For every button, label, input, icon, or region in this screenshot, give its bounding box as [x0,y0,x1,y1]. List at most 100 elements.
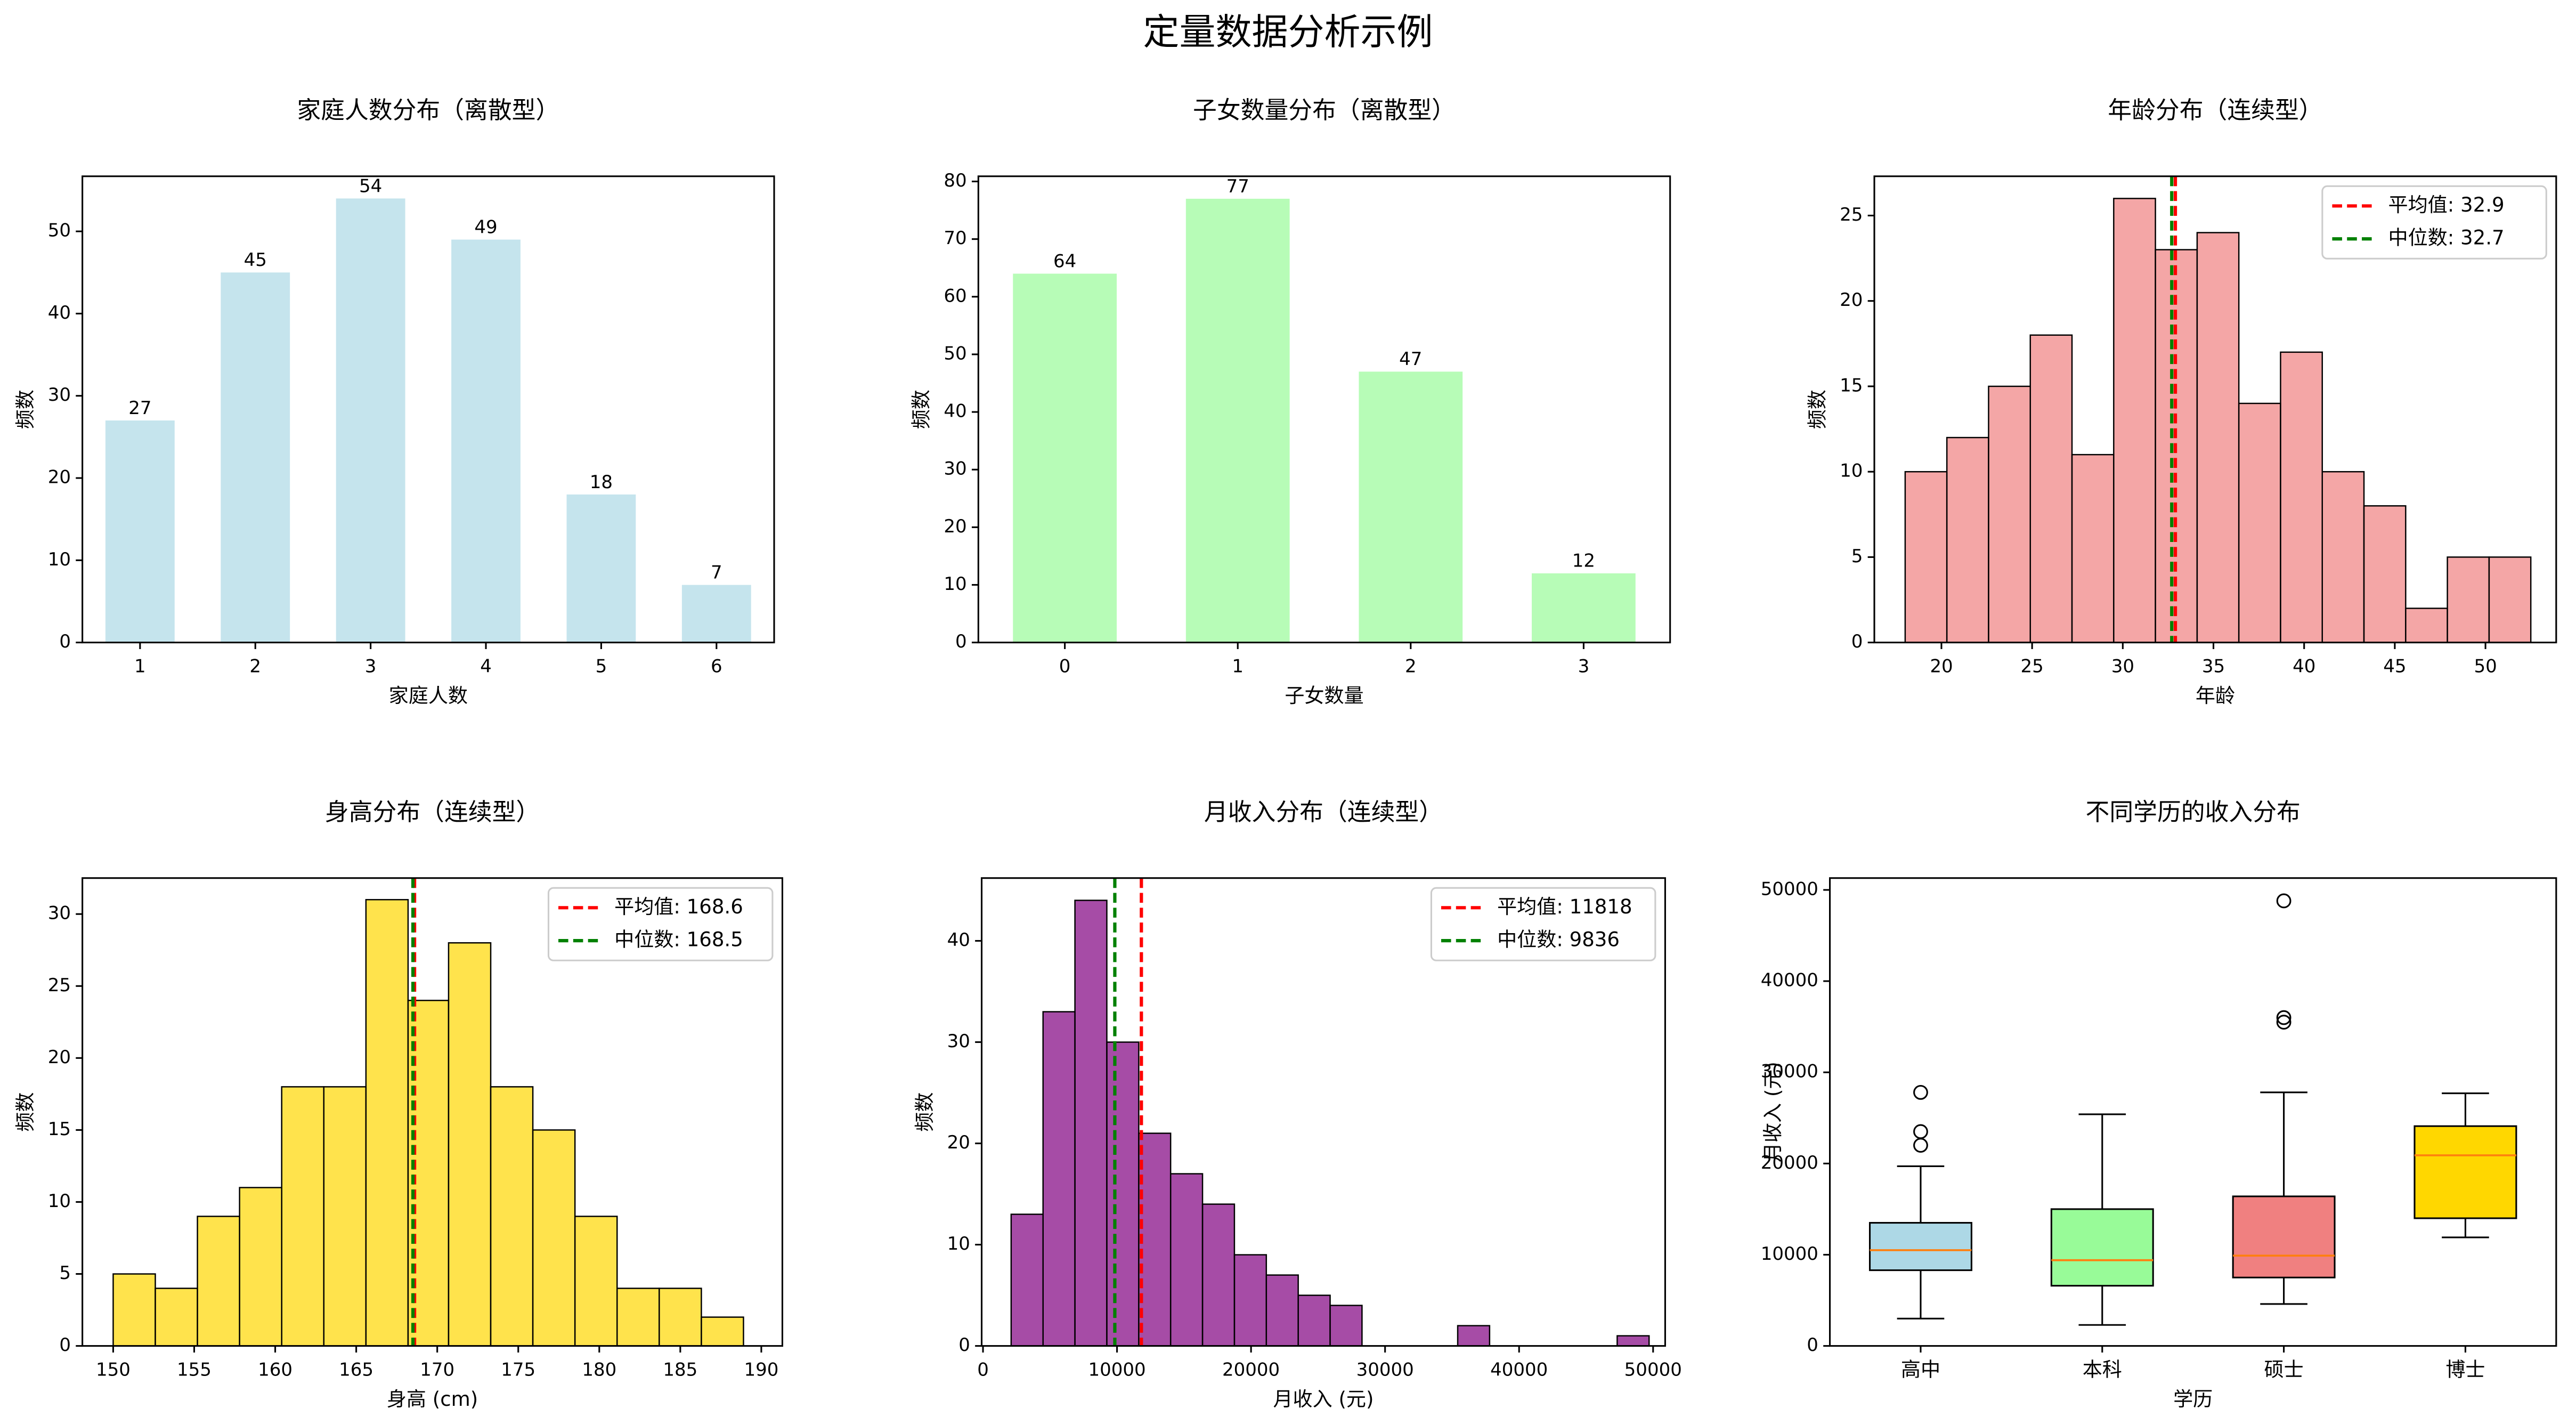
y-tick-label: 0 [955,631,967,652]
hist-bar [2071,454,2115,643]
axes-frame [980,877,1666,1347]
y-tick-label: 10 [947,1233,970,1254]
data-label: 49 [474,216,497,238]
x-tick-label: 本科 [2083,1358,2122,1381]
x-tick-label: 3 [365,655,377,677]
hist-bar [2196,232,2240,643]
x-tick-label: 35 [2202,655,2225,677]
x-tick-label: 50000 [1624,1359,1682,1380]
hist-bar [155,1288,198,1347]
y-tick-label: 10 [944,573,966,595]
box [2414,1125,2517,1219]
y-axis-label: 频数 [910,390,933,429]
x-tick-label: 高中 [1901,1358,1940,1381]
hist-bar [239,1187,282,1347]
data-label: 7 [711,562,722,583]
hist-bar [112,1273,156,1347]
y-tick-label: 0 [1807,1334,1818,1356]
legend-label: 中位数: 32.7 [2388,226,2505,249]
y-axis-label: 频数 [1806,390,1829,429]
legend-label: 中位数: 9836 [1497,928,1620,951]
hist-bar [448,942,492,1347]
hist-bar [2488,556,2532,643]
hist-bar [1329,1305,1363,1347]
x-axis-label: 家庭人数 [389,684,468,707]
outlier [1913,1084,1928,1100]
x-tick-label: 硕士 [2264,1358,2304,1381]
y-tick-label: 20 [48,1047,71,1068]
x-tick-label: 20000 [1222,1359,1280,1380]
data-label: 12 [1572,550,1595,572]
y-tick-label: 20 [48,467,71,488]
hist-bar [1010,1213,1044,1347]
x-tick-label: 10000 [1088,1359,1145,1380]
bar [336,198,405,643]
bar [566,494,636,643]
y-tick-label: 30000 [1761,1061,1818,1082]
y-tick-label: 70 [944,228,966,249]
x-tick-label: 170 [420,1359,454,1380]
legend-label: 中位数: 168.5 [614,928,743,951]
hist-bar [701,1316,744,1347]
axes-frame [977,175,1671,644]
x-tick-label: 175 [501,1359,535,1380]
x-tick-label: 40 [2293,655,2315,677]
x-tick-label: 45 [2383,655,2406,677]
hist-bar [2363,505,2407,643]
hist-bar [1297,1294,1331,1347]
hist-bar [2405,608,2448,643]
box [1868,1222,1972,1272]
data-label: 47 [1399,349,1422,370]
x-tick-label: 30 [2111,655,2134,677]
hist-bar [1042,1011,1076,1347]
chart-title: 身高分布（连续型） [325,798,540,826]
chart-title: 不同学历的收入分布 [2086,798,2301,826]
bar [105,420,175,643]
y-tick-label: 15 [48,1119,71,1140]
outlier [2276,1010,2291,1025]
y-tick-label: 0 [59,1334,71,1356]
y-tick-label: 20 [947,1132,970,1153]
y-tick-label: 40 [48,302,71,323]
hist-bar [1988,385,2031,643]
hist-bar [2280,351,2323,643]
x-tick-label: 155 [177,1359,212,1380]
y-tick-label: 50 [48,220,71,241]
y-tick-label: 25 [1840,204,1863,225]
hist-bar [1233,1254,1267,1347]
y-tick-label: 80 [944,170,966,191]
y-tick-label: 10 [48,1191,71,1212]
data-label: 77 [1226,176,1249,197]
x-tick-label: 165 [339,1359,373,1380]
y-tick-label: 40000 [1761,970,1818,991]
x-tick-label: 博士 [2445,1358,2485,1381]
hist-bar [323,1086,367,1347]
data-label: 64 [1053,250,1076,272]
y-tick-label: 30 [947,1031,970,1052]
x-axis-label: 月收入 (元) [1273,1388,1374,1411]
y-tick-label: 0 [59,631,71,652]
outlier [1913,1138,1928,1153]
y-tick-label: 5 [59,1262,71,1284]
data-label: 54 [359,175,382,197]
y-tick-label: 20000 [1761,1152,1818,1173]
x-tick-label: 4 [480,655,492,677]
axes-frame [82,877,784,1347]
data-label: 27 [128,398,151,419]
hist-bar [1106,1041,1140,1347]
hist-bar [1265,1274,1299,1347]
x-axis-label: 身高 (cm) [387,1388,478,1411]
y-tick-label: 20 [944,516,966,537]
x-tick-label: 1 [1232,655,1244,677]
y-tick-label: 30 [944,458,966,480]
y-axis-label: 月收入 (元) [1761,1062,1784,1162]
outlier [2276,893,2291,909]
axes-frame [1829,877,2557,1347]
x-axis-label: 年龄 [2196,684,2235,707]
y-tick-label: 10 [48,549,71,570]
y-tick-label: 5 [1851,546,1863,567]
x-tick-label: 25 [2021,655,2044,677]
axes-frame [82,175,775,644]
hist-bar [574,1216,618,1347]
x-tick-label: 150 [96,1359,131,1380]
